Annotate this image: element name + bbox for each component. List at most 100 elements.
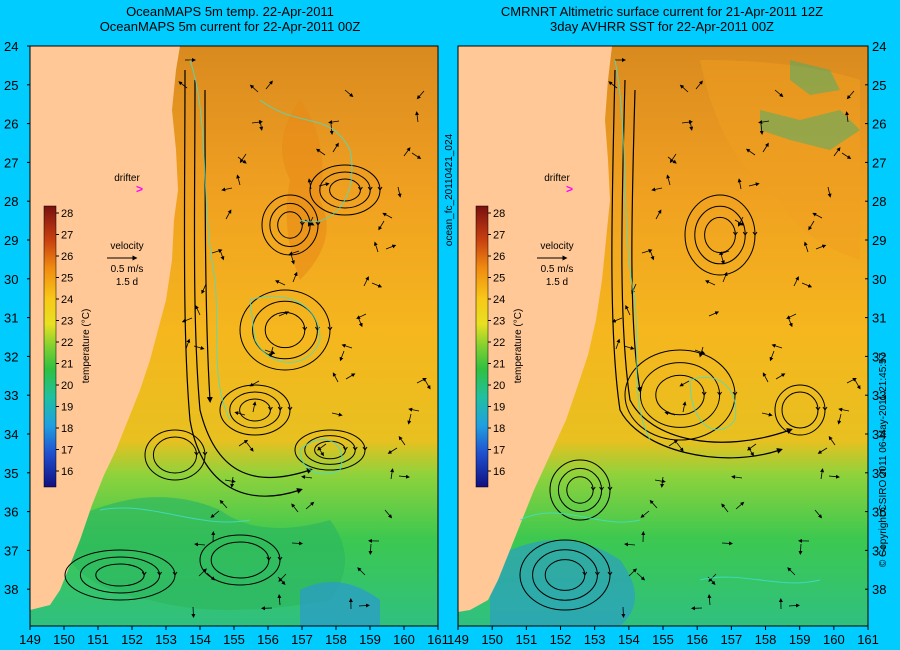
current-arrow [611, 317, 623, 323]
lon-tick-label: 149 [447, 632, 469, 647]
drifter-marker-right: > [566, 182, 573, 196]
current-arrow [236, 174, 241, 186]
current-arrow [318, 182, 330, 187]
right-title-line2: 3day AVHRR SST for 22-Apr-2011 00Z [550, 19, 774, 34]
current-arrow [378, 220, 385, 231]
left-title-line1: OceanMAPS 5m temp. 22-Apr-2011 [126, 4, 334, 19]
current-arrow [628, 568, 637, 577]
current-arrow [408, 407, 420, 412]
current-arrow [731, 475, 743, 480]
streamline-arrow [732, 391, 738, 396]
lon-tick-label: 161 [857, 632, 879, 647]
file-id-label: ocean_fc_20110421_024 [444, 133, 455, 246]
current-arrow [649, 499, 658, 509]
current-arrow [275, 280, 286, 286]
current-arrow [707, 594, 712, 606]
streamline-arrow [157, 571, 163, 576]
current-arrow [660, 476, 665, 488]
lat-tick-label: 36 [872, 505, 886, 520]
current-arrow [774, 89, 784, 98]
lat-tick-label: 36 [4, 505, 18, 520]
velocity-duration-right: 1.5 d [546, 277, 568, 288]
current-arrow [345, 373, 356, 380]
colorbar-tick-label: 19 [61, 402, 73, 414]
velocity-label-right: velocity [540, 241, 573, 252]
colorbar-tick-label: 20 [61, 380, 73, 392]
colorbar-tick-label: 24 [61, 294, 73, 306]
current-arrow [636, 572, 646, 581]
lat-tick-label: 28 [872, 194, 886, 209]
lon-tick-label: 154 [618, 632, 640, 647]
left-map-panel [30, 46, 438, 626]
colorbar-tick-label: 16 [61, 466, 73, 478]
current-arrow [331, 412, 343, 417]
streamline-arrow [590, 486, 596, 491]
lat-tick-label: 32 [872, 349, 886, 364]
drifter-label-right: drifter [544, 173, 570, 184]
colorbar-tick-label: 25 [493, 273, 505, 285]
current-arrow [341, 343, 353, 349]
current-arrow [623, 345, 635, 350]
colorbar-tick-label: 28 [61, 208, 73, 220]
current-streamlines [64, 58, 431, 618]
lat-tick-label: 31 [872, 311, 886, 326]
lat-tick-label: 31 [4, 311, 18, 326]
current-arrow [278, 311, 290, 317]
boundary-current-streamline [193, 79, 313, 479]
sst-contour-line [259, 99, 353, 223]
current-arrow [705, 280, 716, 286]
sst-contour-line [614, 59, 651, 441]
streamline-arrow [315, 221, 321, 226]
current-arrow [669, 153, 677, 164]
current-arrow [373, 241, 379, 253]
colorbar-tick-label: 16 [493, 466, 505, 478]
current-arrow [384, 509, 393, 519]
streamline-arrow [732, 231, 738, 236]
lat-tick-label: 30 [4, 272, 18, 287]
sst-contours-right [519, 59, 821, 584]
colorbar-tick-label: 22 [493, 337, 505, 349]
current-arrow [708, 573, 717, 582]
current-arrow [201, 283, 207, 295]
colorbar-tick-label: 22 [61, 337, 73, 349]
current-arrow [812, 212, 823, 219]
lat-tick-label: 27 [4, 155, 18, 170]
current-arrow [265, 80, 273, 90]
current-arrow [845, 111, 850, 123]
sst-contours [99, 59, 353, 523]
current-arrow [193, 345, 205, 350]
streamline-arrow [287, 406, 293, 411]
altimetric-current-streamlines [519, 58, 861, 618]
current-arrow [651, 187, 663, 192]
lon-tick-label: 156 [686, 632, 708, 647]
sst-contour-line [519, 512, 641, 523]
left-title-line2: OceanMAPS 5m current for 22-Apr-2011 00Z [99, 19, 361, 34]
lon-tick-label: 153 [155, 632, 177, 647]
current-arrow [407, 413, 412, 425]
current-arrow [178, 81, 188, 89]
current-arrow [411, 152, 422, 159]
drifter-marker-left: > [136, 182, 143, 196]
streamline-arrow [299, 221, 305, 226]
current-arrow [415, 111, 420, 123]
current-arrow [827, 186, 832, 198]
streamline-arrow [194, 451, 200, 456]
current-arrow [387, 447, 398, 454]
lat-tick-label: 24 [872, 39, 886, 54]
latitude-axis-right: 24 25 26 27 28 29 30 31 32 33 34 35 36 37 38 [865, 39, 886, 597]
streamline-arrow [141, 571, 147, 576]
lon-tick-label: 150 [53, 632, 75, 647]
current-arrow [708, 311, 720, 317]
streamline-arrow [599, 486, 605, 491]
boundary-current-streamline [621, 79, 793, 443]
lat-tick-label: 33 [872, 388, 886, 403]
current-arrow [221, 187, 233, 192]
velocity-duration-left: 1.5 d [116, 277, 138, 288]
lon-tick-label: 158 [325, 632, 347, 647]
current-arrow [328, 120, 340, 125]
current-arrow [269, 346, 274, 358]
current-arrow [817, 447, 828, 454]
boundary-current-streamline [183, 69, 303, 497]
colorbar-label-left: temperature (°C) [81, 309, 92, 384]
current-arrow [358, 603, 370, 608]
